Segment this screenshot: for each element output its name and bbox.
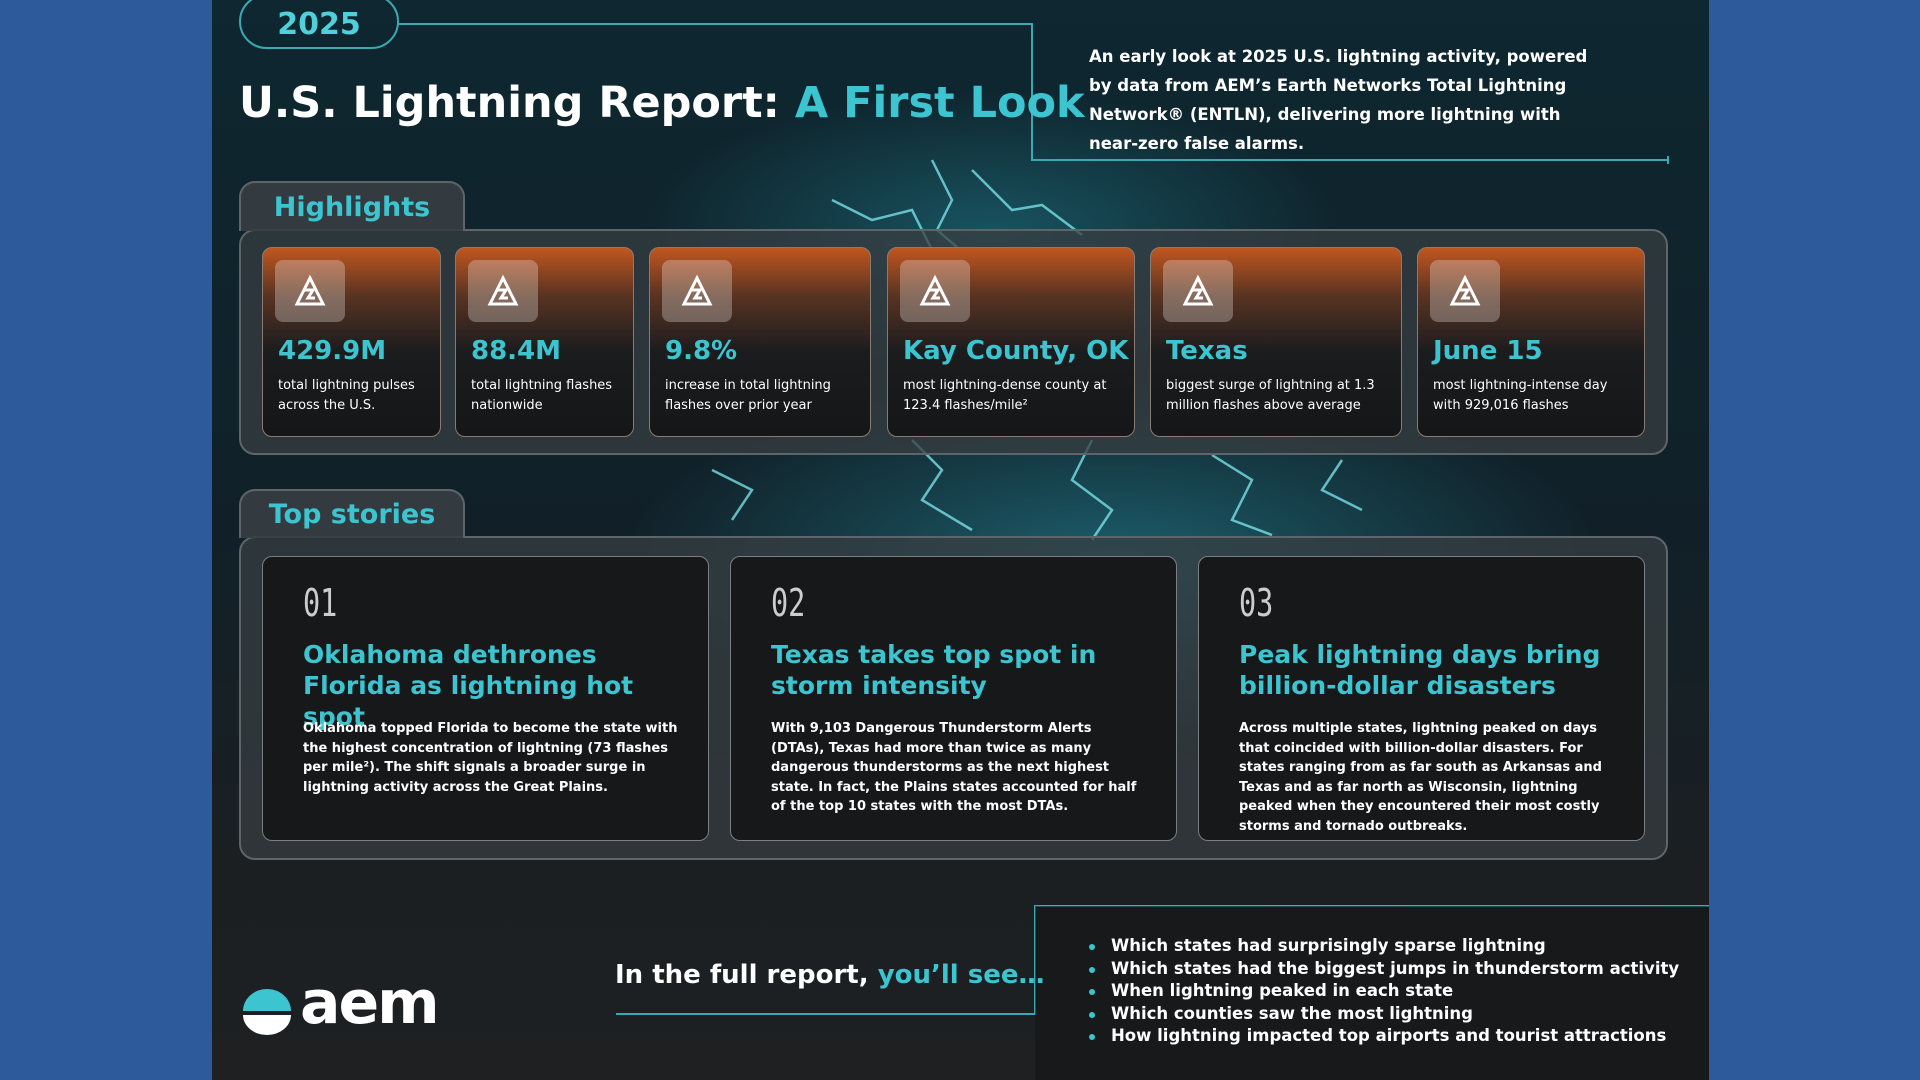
highlight-card: 88.4M total lightning flashes nationwide — [455, 247, 634, 437]
icon — [900, 260, 970, 322]
story-number: 03 — [1239, 581, 1274, 625]
bullet-list: Which states had surprisingly sparse lig… — [1089, 936, 1679, 1049]
highlight-card: 429.9M total lightning pulses across the … — [262, 247, 441, 437]
icon — [662, 260, 732, 322]
highlight-value: June 15 — [1433, 336, 1543, 366]
highlight-label: most lightning-intense day with 929,016 … — [1433, 378, 1608, 413]
story-title: Oklahoma dethrones Florida as lightning … — [303, 640, 634, 731]
icon-glyph — [294, 274, 326, 306]
cta: In the full report, you’ll see… — [615, 960, 1045, 990]
icon — [275, 260, 345, 322]
bullet-panel — [1035, 906, 1709, 1080]
stories-tab: Top stories — [239, 489, 465, 538]
story-body: Oklahoma topped Florida to become the st… — [303, 721, 678, 795]
intro-text: An early look at 2025 U.S. lightning act… — [1089, 47, 1588, 153]
icon-glyph — [1449, 274, 1481, 306]
story-title: Texas takes top spot in storm intensity — [771, 640, 1097, 700]
cta-text: In the full report, — [615, 960, 869, 990]
story-body: Across multiple states, lightning peaked… — [1239, 721, 1602, 834]
highlight-card: June 15 most lightning-intense day with 9… — [1417, 247, 1645, 437]
logo-text: aem — [300, 968, 440, 1038]
highlight-value: 429.9M — [278, 336, 387, 366]
bullet: Which states had surprisingly sparse lig… — [1089, 936, 1679, 959]
story-number: 02 — [771, 581, 806, 625]
highlights-tab: Highlights — [239, 181, 465, 231]
year-badge: 2025 — [239, 0, 399, 49]
cta-accent: you’ll see… — [877, 960, 1045, 990]
icon-glyph — [1182, 274, 1214, 306]
bullet: Which states had the biggest jumps in th… — [1089, 959, 1679, 982]
story-card: 01 Oklahoma dethrones Florida as lightnin… — [262, 556, 709, 841]
highlight-card: Kay County, OK most lightning-dense count… — [887, 247, 1135, 437]
highlight-card: 9.8% increase in total lightning flashes … — [649, 247, 871, 437]
bullet: Which counties saw the most lightning — [1089, 1004, 1679, 1027]
bullet: When lightning peaked in each state — [1089, 981, 1679, 1004]
title-accent: A First Look — [794, 78, 1085, 128]
infographic: 2025 U.S. Lightning Report: A First Look… — [212, 0, 1709, 1080]
icon-glyph — [919, 274, 951, 306]
story-body: With 9,103 Dangerous Thunderstorm Alerts… — [771, 721, 1137, 815]
highlight-label: total lightning pulses across the U.S. — [278, 378, 415, 413]
story-card: 02 Texas takes top spot in storm intensit… — [730, 556, 1177, 841]
highlight-value: 9.8% — [665, 336, 738, 366]
icon — [1163, 260, 1233, 322]
story-number: 01 — [303, 581, 338, 625]
highlight-label: most lightning-dense county at 123.4 fla… — [903, 378, 1107, 413]
highlight-label: total lightning flashes nationwide — [471, 378, 613, 413]
story-title: Peak lightning days bring billion-dollar… — [1239, 640, 1601, 700]
highlight-value: Texas — [1166, 336, 1248, 366]
icon-glyph — [487, 274, 519, 306]
title-text: U.S. Lightning Report: — [239, 78, 780, 128]
icon-glyph — [681, 274, 713, 306]
icon — [468, 260, 538, 322]
highlight-label: increase in total lightning flashes over… — [665, 378, 831, 413]
report-title: U.S. Lightning Report: A First Look — [239, 78, 1085, 128]
story-card: 03 Peak lightning days bring billion-doll… — [1198, 556, 1645, 841]
icon — [1430, 260, 1500, 322]
decoration — [398, 23, 1709, 1080]
highlight-card: Texas biggest surge of lightning at 1.3 m… — [1150, 247, 1402, 437]
bullet: How lightning impacted top airports and … — [1089, 1026, 1679, 1049]
frame-line — [398, 23, 1668, 161]
highlight-label: biggest surge of lightning at 1.3 millio… — [1166, 378, 1375, 413]
logo-mark — [243, 989, 291, 1035]
highlight-value: 88.4M — [471, 336, 562, 366]
highlight-value: Kay County, OK — [903, 336, 1129, 366]
